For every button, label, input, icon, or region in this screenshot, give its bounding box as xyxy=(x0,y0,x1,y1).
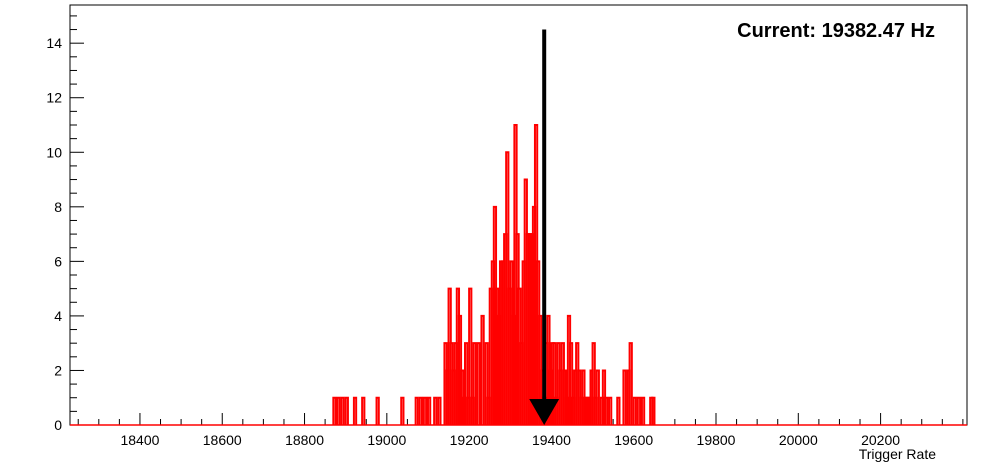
histogram-bin xyxy=(464,342,469,425)
x-axis-label: Trigger Rate xyxy=(859,446,937,462)
histogram-bin xyxy=(622,369,627,425)
histogram-bin xyxy=(640,396,646,425)
histogram-bin xyxy=(352,396,358,425)
y-tick-label: 10 xyxy=(46,144,62,160)
y-tick-label: 4 xyxy=(54,308,62,324)
y-axis: 0 2 4 6 8 10 12 14 xyxy=(46,15,84,433)
x-tick-label: 18400 xyxy=(120,432,159,448)
histogram-bin xyxy=(591,342,596,425)
histogram-bin xyxy=(336,396,341,425)
histogram-bin xyxy=(375,396,380,425)
y-tick-label: 6 xyxy=(54,253,62,269)
histogram-bin xyxy=(603,396,609,425)
histogram-bin xyxy=(651,396,656,425)
histogram-bin xyxy=(332,396,337,425)
histogram-bin xyxy=(414,396,419,425)
histogram-bin xyxy=(422,396,428,425)
y-tick-label: 14 xyxy=(46,35,62,51)
histogram-bin xyxy=(361,396,366,425)
y-tick-label: 12 xyxy=(46,90,62,106)
x-tick-label: 18800 xyxy=(285,432,324,448)
histogram-bin xyxy=(340,396,345,425)
x-tick-label: 18600 xyxy=(203,432,242,448)
histogram-bin xyxy=(632,396,637,425)
x-tick-label: 20000 xyxy=(779,432,818,448)
histogram-bin xyxy=(552,342,557,425)
histogram-bin xyxy=(433,396,438,425)
arrow-head xyxy=(529,399,560,425)
histogram-bin xyxy=(472,342,477,425)
x-tick-label: 19400 xyxy=(532,432,571,448)
x-tick-label: 19800 xyxy=(697,432,736,448)
x-tick-label: 19000 xyxy=(367,432,406,448)
x-tick-label: 19200 xyxy=(450,432,489,448)
histogram-bin xyxy=(400,396,405,425)
histogram-bin xyxy=(616,396,621,425)
histogram-bin xyxy=(344,396,349,425)
histogram-bin xyxy=(608,396,613,425)
current-rate-arrow xyxy=(529,29,560,425)
histogram-bin xyxy=(437,396,442,425)
histogram-bin xyxy=(595,369,600,425)
y-tick-label: 2 xyxy=(54,362,62,378)
current-rate-annotation: Current: 19382.47 Hz xyxy=(737,20,935,42)
y-tick-label: 8 xyxy=(54,199,62,215)
histogram-bin xyxy=(426,396,432,425)
histogram-bin xyxy=(480,314,485,425)
histogram-bin xyxy=(636,396,642,425)
x-tick-label: 19600 xyxy=(614,432,653,448)
histogram-bin xyxy=(568,342,574,425)
x-tick-label: 20200 xyxy=(861,432,900,448)
histogram-bin xyxy=(418,396,423,425)
histogram-series xyxy=(70,124,967,426)
histogram-bin xyxy=(476,342,481,425)
histogram-bin xyxy=(468,287,473,425)
histogram-bin xyxy=(484,342,489,425)
histogram-bin xyxy=(628,342,633,425)
y-tick-label: 0 xyxy=(54,417,62,433)
